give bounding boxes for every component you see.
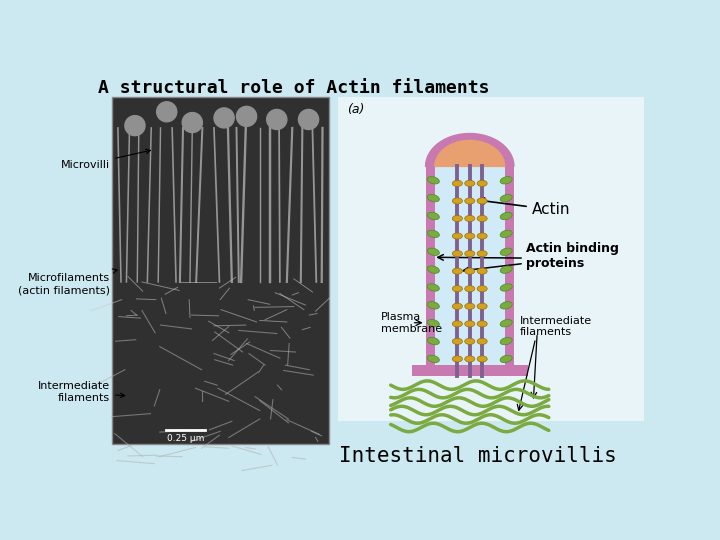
- Polygon shape: [435, 140, 505, 166]
- Ellipse shape: [427, 266, 439, 273]
- Ellipse shape: [464, 321, 474, 327]
- Ellipse shape: [452, 303, 462, 309]
- Ellipse shape: [464, 303, 474, 309]
- Ellipse shape: [500, 320, 512, 327]
- Ellipse shape: [500, 284, 512, 291]
- Bar: [412, 365, 528, 376]
- Ellipse shape: [427, 284, 439, 291]
- Bar: [112, 97, 329, 444]
- Ellipse shape: [500, 338, 512, 345]
- Circle shape: [266, 110, 287, 130]
- Ellipse shape: [452, 215, 462, 221]
- Ellipse shape: [464, 198, 474, 204]
- Text: (a): (a): [347, 103, 364, 116]
- Ellipse shape: [464, 338, 474, 345]
- Text: Microvilli: Microvilli: [61, 149, 150, 170]
- Ellipse shape: [427, 338, 439, 345]
- Ellipse shape: [477, 268, 487, 274]
- Ellipse shape: [452, 338, 462, 345]
- Circle shape: [236, 106, 256, 126]
- Ellipse shape: [477, 233, 487, 239]
- Ellipse shape: [427, 320, 439, 327]
- Ellipse shape: [452, 180, 462, 186]
- Ellipse shape: [464, 286, 474, 292]
- Ellipse shape: [427, 212, 439, 220]
- Ellipse shape: [477, 251, 487, 256]
- Ellipse shape: [452, 268, 462, 274]
- Circle shape: [157, 102, 177, 122]
- Circle shape: [125, 116, 145, 136]
- Ellipse shape: [464, 233, 474, 239]
- Text: A structural role of Actin filaments: A structural role of Actin filaments: [98, 79, 490, 97]
- Ellipse shape: [500, 177, 512, 184]
- Ellipse shape: [464, 180, 474, 186]
- Ellipse shape: [477, 356, 487, 362]
- Text: 0.25 μm: 0.25 μm: [166, 434, 204, 443]
- Circle shape: [214, 108, 234, 128]
- Bar: [435, 166, 505, 365]
- Ellipse shape: [427, 302, 439, 309]
- Ellipse shape: [452, 198, 462, 204]
- Text: Microfilaments
(actin filaments): Microfilaments (actin filaments): [18, 269, 117, 295]
- Circle shape: [182, 112, 202, 132]
- Ellipse shape: [477, 338, 487, 345]
- Ellipse shape: [427, 230, 439, 238]
- Ellipse shape: [427, 248, 439, 255]
- Polygon shape: [426, 133, 514, 166]
- Ellipse shape: [500, 230, 512, 238]
- Ellipse shape: [500, 248, 512, 255]
- Text: Intermediate
filaments: Intermediate filaments: [520, 316, 593, 338]
- Ellipse shape: [427, 355, 439, 363]
- Ellipse shape: [452, 321, 462, 327]
- Ellipse shape: [464, 268, 474, 274]
- Ellipse shape: [500, 266, 512, 273]
- Ellipse shape: [427, 194, 439, 202]
- Ellipse shape: [452, 356, 462, 362]
- Text: Intestinal microvillis: Intestinal microvillis: [338, 446, 616, 466]
- Ellipse shape: [500, 194, 512, 202]
- Ellipse shape: [477, 286, 487, 292]
- Ellipse shape: [464, 356, 474, 362]
- Ellipse shape: [500, 355, 512, 363]
- Text: Actin: Actin: [478, 198, 570, 217]
- Ellipse shape: [500, 212, 512, 220]
- Ellipse shape: [427, 177, 439, 184]
- Ellipse shape: [464, 215, 474, 221]
- Ellipse shape: [452, 251, 462, 256]
- Text: Actin binding
proteins: Actin binding proteins: [526, 242, 618, 270]
- Ellipse shape: [477, 198, 487, 204]
- Ellipse shape: [452, 233, 462, 239]
- Ellipse shape: [452, 286, 462, 292]
- Bar: [338, 97, 644, 421]
- Text: Plasma
membrane: Plasma membrane: [381, 312, 442, 334]
- Ellipse shape: [477, 215, 487, 221]
- Bar: [426, 166, 435, 365]
- Ellipse shape: [464, 251, 474, 256]
- Ellipse shape: [477, 303, 487, 309]
- Ellipse shape: [477, 180, 487, 186]
- Bar: [505, 166, 514, 365]
- Circle shape: [299, 110, 319, 130]
- Ellipse shape: [477, 321, 487, 327]
- Ellipse shape: [500, 302, 512, 309]
- Text: Intermediate
filaments: Intermediate filaments: [38, 381, 125, 403]
